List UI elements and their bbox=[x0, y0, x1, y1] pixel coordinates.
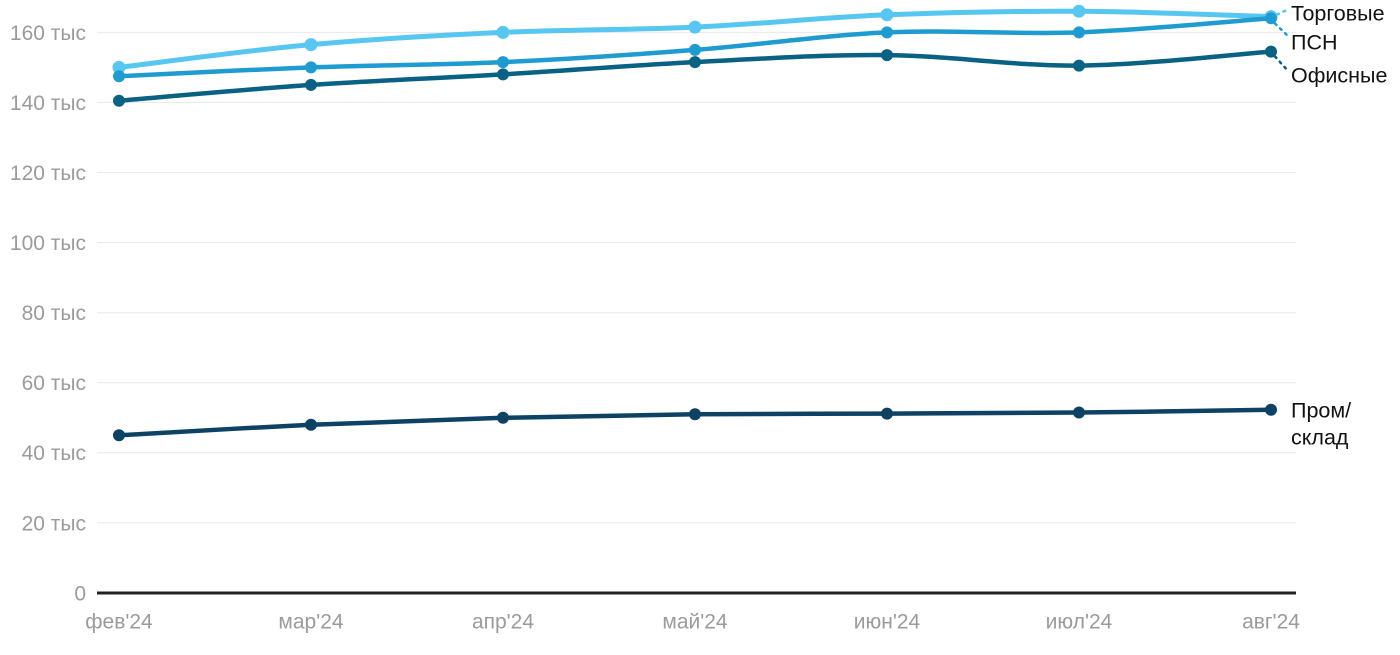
series-prom-sklad bbox=[113, 403, 1277, 442]
series-point-torgovye-5[interactable] bbox=[1072, 4, 1086, 18]
series-point-prom-sklad-1[interactable] bbox=[305, 418, 317, 431]
series-torgovye bbox=[112, 4, 1278, 74]
series-point-ofisnye-4[interactable] bbox=[881, 49, 893, 62]
series-point-prom-sklad-2[interactable] bbox=[497, 411, 509, 424]
y-tick-label-140: 140 тыс bbox=[10, 92, 86, 115]
y-tick-label-40: 40 тыс bbox=[22, 442, 86, 465]
series-psn bbox=[113, 12, 1277, 83]
y-axis-labels: 0 20 тыс 40 тыс 60 тыс 80 тыс 100 тыс 120 тыс 1… bbox=[10, 22, 86, 606]
series-point-prom-sklad-4[interactable] bbox=[881, 407, 893, 420]
series-point-prom-sklad-0[interactable] bbox=[113, 429, 125, 442]
x-tick-label-0: фев'24 bbox=[85, 610, 153, 633]
series-point-torgovye-2[interactable] bbox=[496, 25, 510, 39]
series-point-ofisnye-2[interactable] bbox=[497, 68, 509, 81]
y-tick-label-20: 20 тыс bbox=[22, 512, 86, 535]
series-point-ofisnye-1[interactable] bbox=[305, 78, 317, 91]
series-labels: Торговые ПСН Офисные Пром/склад bbox=[1291, 2, 1387, 450]
gridlines bbox=[97, 31, 1296, 595]
series-label-prom-sklad-0: Пром/ bbox=[1291, 399, 1351, 423]
y-tick-label-80: 80 тыс bbox=[22, 302, 86, 325]
series-point-ofisnye-6[interactable] bbox=[1265, 45, 1277, 58]
series-point-prom-sklad-3[interactable] bbox=[689, 408, 701, 421]
series-point-psn-0[interactable] bbox=[113, 70, 125, 83]
x-tick-label-4: июн'24 bbox=[854, 610, 921, 633]
x-tick-label-1: мар'24 bbox=[278, 610, 343, 633]
series-label-psn: ПСН bbox=[1291, 31, 1338, 55]
leader-line-ofisnye bbox=[1273, 55, 1291, 74]
series-point-psn-6[interactable] bbox=[1265, 12, 1277, 25]
series-point-prom-sklad-5[interactable] bbox=[1073, 406, 1085, 419]
y-tick-label-160: 160 тыс bbox=[10, 22, 86, 45]
series-label-prom-sklad-1: склад bbox=[1291, 426, 1349, 450]
series-point-psn-3[interactable] bbox=[689, 43, 701, 56]
series-point-ofisnye-3[interactable] bbox=[689, 56, 701, 69]
series-point-ofisnye-5[interactable] bbox=[1073, 59, 1085, 72]
series-label-ofisnye: Офисные bbox=[1291, 64, 1387, 88]
x-tick-label-5: июл'24 bbox=[1046, 610, 1113, 633]
series-point-prom-sklad-6[interactable] bbox=[1265, 403, 1277, 416]
series-point-ofisnye-0[interactable] bbox=[113, 94, 125, 107]
x-tick-label-2: апр'24 bbox=[472, 610, 534, 633]
leader-line-torgovye bbox=[1275, 8, 1289, 16]
x-tick-label-6: авг'24 bbox=[1242, 610, 1300, 633]
y-tick-label-100: 100 тыс bbox=[10, 232, 86, 255]
series-point-torgovye-3[interactable] bbox=[688, 20, 702, 34]
series-label-torgovye: Торговые bbox=[1291, 2, 1385, 26]
series-point-psn-2[interactable] bbox=[497, 56, 509, 69]
series-point-psn-4[interactable] bbox=[881, 26, 893, 39]
x-tick-label-3: май'24 bbox=[662, 610, 728, 633]
series-point-psn-1[interactable] bbox=[305, 61, 317, 74]
y-tick-label-0: 0 bbox=[74, 582, 86, 605]
series-ofisnye bbox=[113, 45, 1277, 107]
y-tick-label-60: 60 тыс bbox=[22, 372, 86, 395]
leader-line-psn bbox=[1273, 22, 1291, 39]
series-point-torgovye-1[interactable] bbox=[304, 38, 318, 52]
legend-leader-lines bbox=[1273, 8, 1291, 74]
series-point-torgovye-4[interactable] bbox=[880, 8, 894, 22]
y-tick-label-120: 120 тыс bbox=[10, 162, 86, 185]
series-point-torgovye-0[interactable] bbox=[112, 60, 126, 74]
series-point-psn-5[interactable] bbox=[1073, 26, 1085, 39]
x-axis-labels: фев'24 мар'24 апр'24 май'24 июн'24 июл'24 авг'… bbox=[85, 610, 1300, 633]
